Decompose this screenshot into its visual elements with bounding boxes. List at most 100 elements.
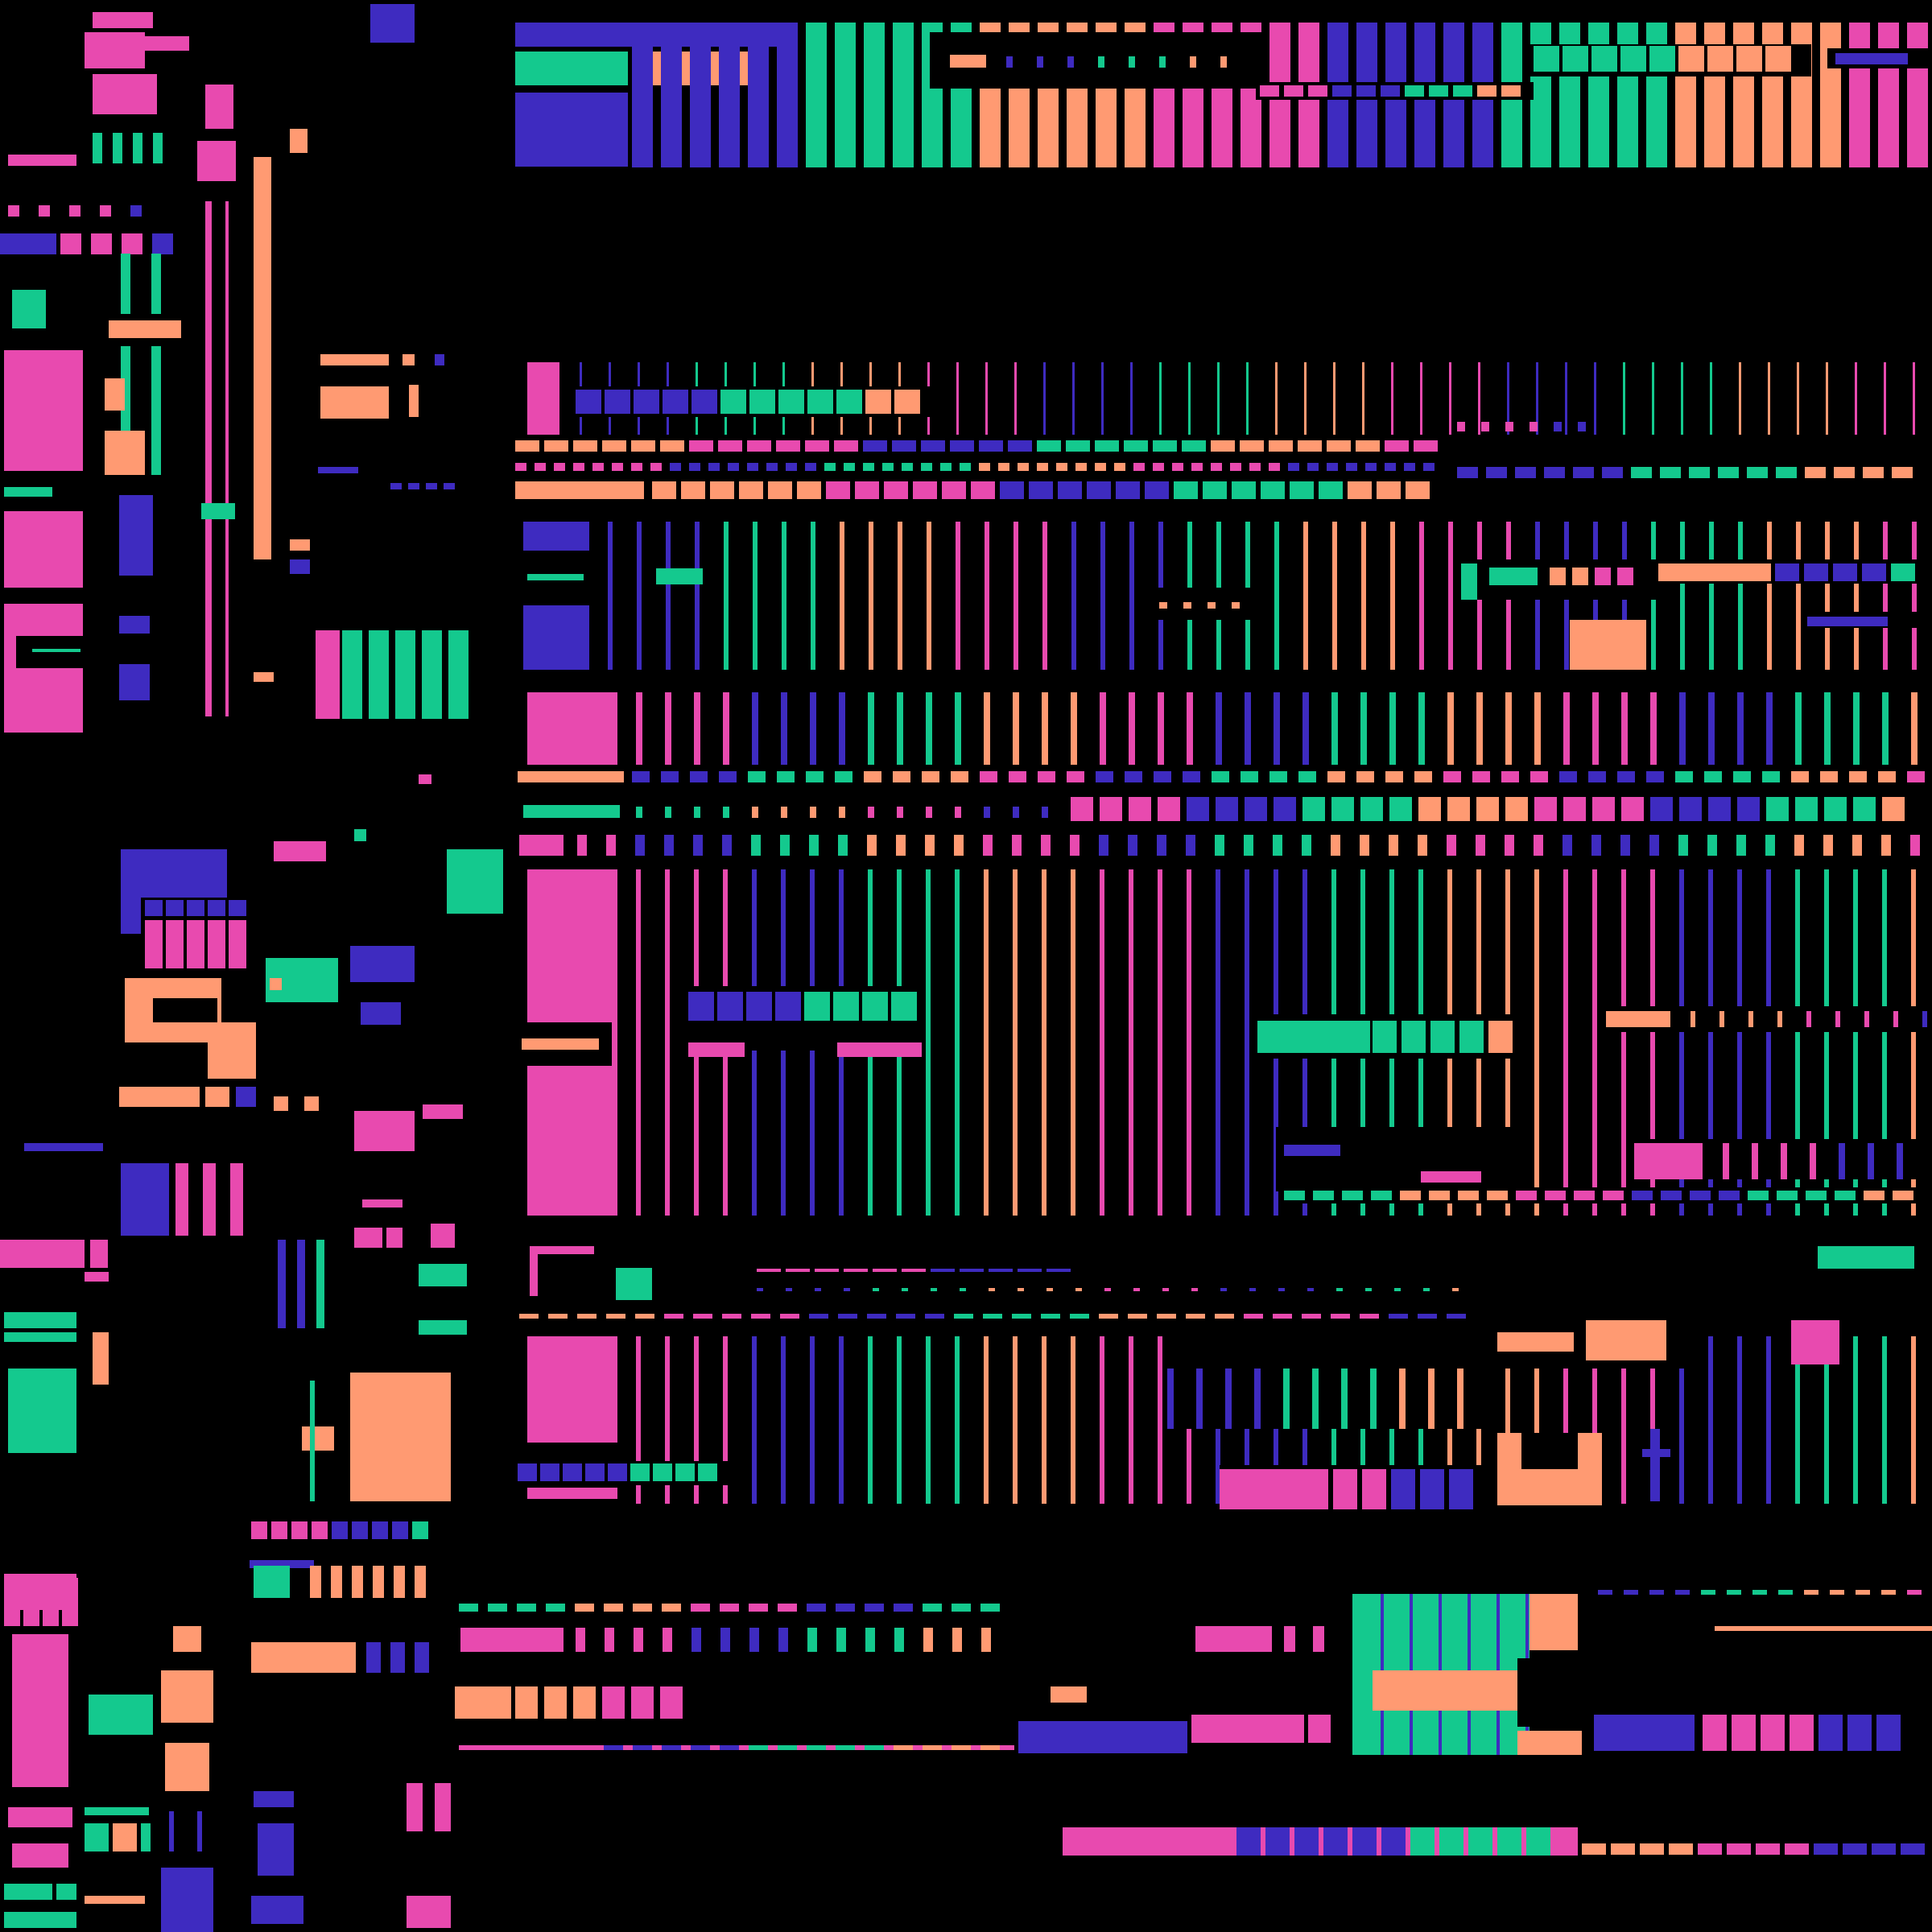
left-dash: [8, 205, 19, 217]
left-bar: [133, 133, 142, 163]
upper-grid-dash: [786, 463, 797, 471]
top-band-dash: [1190, 56, 1196, 68]
lower-dash: [1881, 1590, 1896, 1595]
grid-bar: [1897, 1143, 1903, 1179]
grid-dash: [777, 771, 795, 782]
left-tile: [386, 1228, 402, 1248]
grid-bar: [1563, 869, 1568, 1216]
grid-bar: [1303, 522, 1308, 670]
upper-grid-dash: [998, 463, 1009, 471]
upper-grid-tile: [836, 390, 862, 414]
grid-dash: [1394, 1288, 1401, 1291]
grid-tile: [1795, 797, 1818, 821]
grid-bar: [636, 692, 642, 765]
upper-grid-tile: [1000, 481, 1024, 499]
lower-bar: [952, 1628, 962, 1652]
thin-tick: [1333, 362, 1335, 435]
grid-tile: [688, 1042, 745, 1057]
grid-dash: [1159, 602, 1167, 609]
left-tile: [187, 900, 204, 916]
grid-dash: [810, 807, 816, 818]
grid-bar: [665, 869, 670, 1216]
grid-bar: [1505, 1336, 1510, 1504]
grid-bar: [811, 522, 815, 670]
left-tile: [152, 233, 173, 254]
grid-bar: [1447, 692, 1454, 765]
left-panel: [350, 1373, 451, 1501]
thin-tick: [1565, 362, 1567, 435]
grid-bar: [1621, 692, 1628, 765]
grid-dash: [786, 1288, 792, 1291]
upper-grid-tile: [1290, 481, 1314, 499]
grid-dash: [954, 1314, 973, 1319]
lower-tile: [1732, 1715, 1756, 1751]
upper-grid-dash: [1544, 467, 1565, 478]
lower-tile: [1594, 1715, 1695, 1751]
upper-grid-dash: [1133, 463, 1145, 471]
upper-grid-dash: [1892, 467, 1913, 478]
grid-bar: [1810, 1143, 1816, 1179]
grid-dash: [809, 1314, 828, 1319]
grid-dash: [632, 771, 650, 782]
left-bar: [43, 1578, 59, 1626]
grid-bar: [1708, 1336, 1713, 1504]
left-gap: [16, 636, 89, 668]
upper-grid-dash: [834, 440, 858, 452]
grid-block: [527, 1336, 617, 1443]
upper-grid-tile: [807, 390, 833, 414]
thin-tick: [1797, 362, 1799, 435]
upper-grid-dash: [1298, 440, 1322, 452]
left-tile: [90, 1240, 108, 1268]
lower-dash: [604, 1604, 623, 1612]
left-panel: [4, 350, 83, 471]
grid-dash: [1835, 1191, 1856, 1200]
grid-dash: [1302, 1314, 1321, 1319]
grid-tile: [1707, 835, 1717, 856]
grid-bar: [1042, 692, 1048, 765]
grid-dash: [1067, 771, 1084, 782]
upper-grid-dash: [1211, 463, 1222, 471]
lower-dash: [807, 1745, 826, 1750]
grid-bar: [1882, 869, 1887, 1216]
upper-grid-tile: [605, 390, 630, 414]
grid-dash: [868, 807, 874, 818]
grid-dash: [1878, 771, 1896, 782]
grid-dash: [902, 1269, 926, 1272]
grid-dash: [955, 807, 961, 818]
left-tile: [113, 1823, 137, 1852]
grid-bar: [1389, 692, 1396, 765]
left-tile: [254, 1791, 294, 1807]
upper-grid-tile: [1029, 481, 1053, 499]
left-bar: [316, 1240, 324, 1328]
left-accent: [409, 385, 419, 417]
grid-tile: [1765, 835, 1775, 856]
grid-tile: [838, 835, 848, 856]
grid-dash: [748, 771, 766, 782]
left-accent: [171, 1022, 195, 1038]
grid-accent: [527, 574, 584, 580]
top-band-tile: [604, 52, 628, 85]
upper-grid-tile: [1203, 481, 1227, 499]
thin-tick: [1043, 362, 1046, 435]
grid-bar: [1129, 1336, 1133, 1504]
grid-dash: [1414, 771, 1432, 782]
grid-tile: [804, 992, 830, 1021]
grid-dash: [1018, 1288, 1024, 1291]
grid-tile: [1489, 568, 1538, 585]
upper-grid-dash: [1346, 463, 1357, 471]
grid-dash: [1559, 771, 1577, 782]
grid-bar: [955, 1336, 960, 1504]
grid-tile: [1708, 797, 1731, 821]
left-tile: [366, 1642, 381, 1673]
upper-grid-tile: [1116, 481, 1140, 499]
grid-dash: [1042, 807, 1048, 818]
lower-tile: [515, 1686, 538, 1719]
grid-dash: [1632, 1191, 1653, 1200]
left-tile: [205, 1087, 229, 1107]
left-block: [361, 1002, 401, 1025]
top-band-bar: [1878, 23, 1899, 167]
grid-bar: [1187, 692, 1193, 765]
grid-bar: [1158, 1336, 1162, 1504]
grid-dash: [1212, 771, 1229, 782]
grid-tile: [1606, 1011, 1670, 1027]
